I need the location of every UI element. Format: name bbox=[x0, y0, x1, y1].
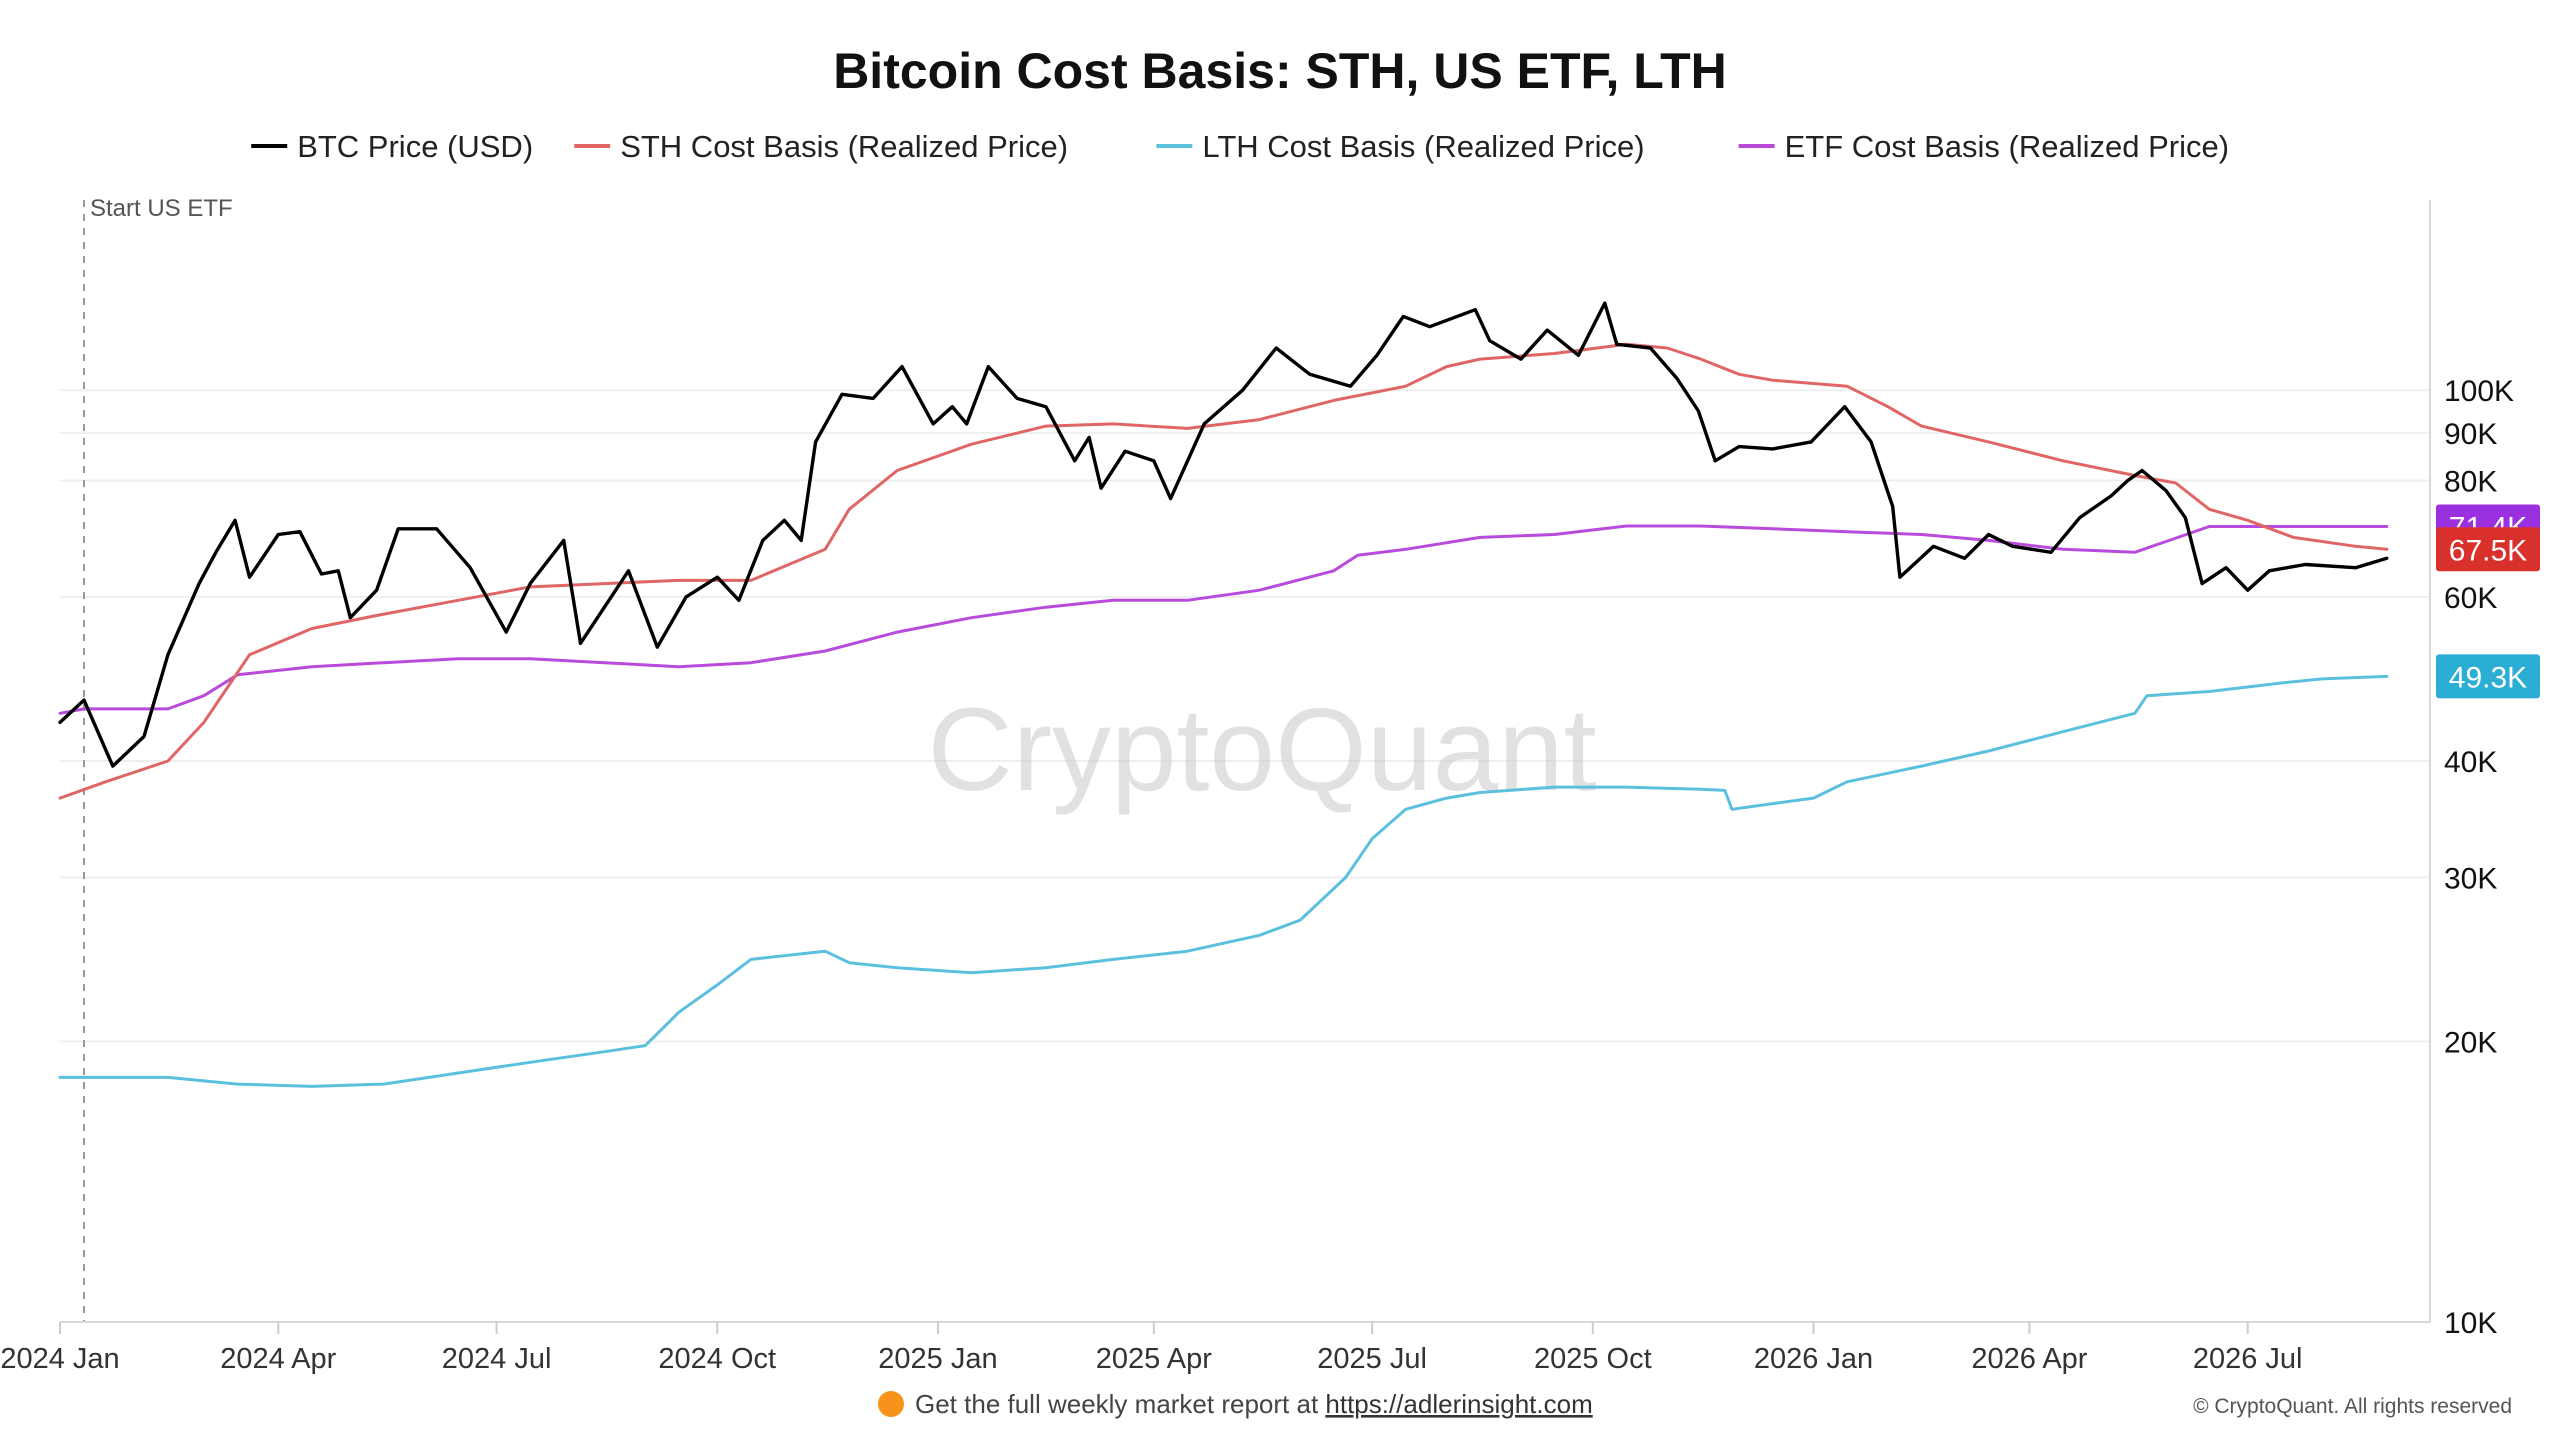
legend-item-lth-cost-basis-realized-price: LTH Cost Basis (Realized Price) bbox=[1156, 129, 1645, 164]
y-tick-label: 100K bbox=[2444, 375, 2514, 408]
footer: Get the full weekly market report at htt… bbox=[878, 1389, 2512, 1419]
series-line-sth-cost-basis-realized-price bbox=[58, 342, 2389, 800]
x-tick-label: 2024 Oct bbox=[658, 1343, 776, 1375]
x-tick-label: 2026 Jul bbox=[2193, 1343, 2303, 1375]
y-tick-label: 90K bbox=[2444, 418, 2497, 451]
y-tick-label: 80K bbox=[2444, 466, 2497, 499]
y-tick-label: 40K bbox=[2444, 746, 2497, 779]
footer-text: Get the full weekly market report at bbox=[915, 1389, 1325, 1419]
orange-circle-icon bbox=[878, 1391, 904, 1417]
x-tick-label: 2026 Jan bbox=[1754, 1343, 1873, 1375]
chart-legend: BTC Price (USD) STH Cost Basis (Realized … bbox=[251, 129, 2229, 164]
series-line-btc-price-usd bbox=[58, 301, 2389, 768]
copyright-text: © CryptoQuant. All rights reserved bbox=[2193, 1395, 2512, 1418]
legend-label: LTH Cost Basis (Realized Price) bbox=[1202, 129, 1644, 164]
x-tick-label: 2025 Jul bbox=[1317, 1343, 1427, 1375]
annotation-label: Start US ETF bbox=[90, 195, 233, 222]
x-tick-label: 2024 Jan bbox=[0, 1343, 119, 1375]
x-tick-label: 2026 Apr bbox=[1971, 1343, 2087, 1375]
value-badge-67-5k: 67.5K bbox=[2436, 527, 2540, 572]
gridlines bbox=[60, 389, 2430, 1043]
value-badge-box bbox=[2436, 654, 2540, 699]
series-line-lth-cost-basis-realized-price bbox=[58, 674, 2389, 1088]
x-tick-label: 2025 Apr bbox=[1096, 1343, 1212, 1375]
series-layer bbox=[58, 301, 2389, 1088]
axes: 10K 20K 30K 40K 60K 80K 90K 100K 2024 Jan 2024 Ap… bbox=[0, 200, 2514, 1375]
legend-label: STH Cost Basis (Realized Price) bbox=[620, 129, 1068, 164]
legend-label: ETF Cost Basis (Realized Price) bbox=[1785, 129, 2229, 164]
legend-label: BTC Price (USD) bbox=[297, 129, 533, 164]
x-tick-label: 2024 Apr bbox=[220, 1343, 336, 1375]
legend-item-etf-cost-basis-realized-price: ETF Cost Basis (Realized Price) bbox=[1738, 129, 2229, 164]
y-tick-label: 60K bbox=[2444, 582, 2497, 615]
footer-link[interactable]: https://adlerinsight.com bbox=[1325, 1389, 1592, 1419]
value-badge-box bbox=[2436, 527, 2540, 572]
y-tick-label: 20K bbox=[2444, 1027, 2497, 1060]
x-tick-label: 2025 Jan bbox=[878, 1343, 997, 1375]
etf-start-annotation: Start US ETF bbox=[82, 195, 233, 1322]
legend-item-btc-price-usd: BTC Price (USD) bbox=[251, 129, 533, 164]
y-tick-label: 30K bbox=[2444, 862, 2497, 895]
value-badge-label: 67.5K bbox=[2449, 534, 2527, 567]
series-line-etf-cost-basis-realized-price bbox=[58, 524, 2389, 715]
chart-title: Bitcoin Cost Basis: STH, US ETF, LTH bbox=[833, 43, 1727, 99]
watermark-text: CryptoQuant bbox=[928, 684, 1597, 816]
x-tick-label: 2025 Oct bbox=[1534, 1343, 1652, 1375]
value-badge-49-3k: 49.3K bbox=[2436, 654, 2540, 699]
y-tick-label: 10K bbox=[2444, 1307, 2497, 1340]
svg-text:Get the full weekly market rep: Get the full weekly market report at htt… bbox=[915, 1389, 1593, 1419]
x-tick-label: 2024 Jul bbox=[442, 1343, 552, 1375]
legend-item-sth-cost-basis-realized-price: STH Cost Basis (Realized Price) bbox=[574, 129, 1068, 164]
value-badge-label: 49.3K bbox=[2449, 661, 2527, 694]
